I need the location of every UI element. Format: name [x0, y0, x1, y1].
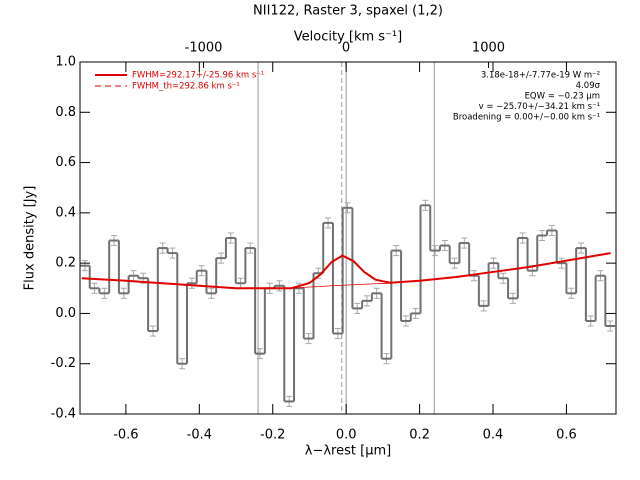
legend-label: FWHM_th=292.86 km s⁻¹ [132, 82, 240, 92]
x-tick-label: -0.4 [187, 428, 212, 443]
x2-axis-label: Velocity [km s⁻¹] [294, 30, 402, 45]
x-axis-label: λ−λrest [µm] [305, 444, 391, 459]
annotation: v = −25.70+/−34.21 km s⁻¹ [479, 102, 600, 112]
legend-label: FWHM=292.17+/-25.96 km s⁻¹ [132, 71, 264, 81]
x-tick-label: 0.4 [483, 428, 504, 443]
annotation: EQW = −0.23 µm [525, 92, 600, 102]
annotation: 3.18e-18+/-7.77e-19 W m⁻² [481, 71, 600, 81]
y-tick-label: 0.4 [55, 205, 76, 220]
x-tick-label: -0.6 [113, 428, 138, 443]
y-tick-label: 1.0 [55, 55, 76, 70]
annotation: Broadening = 0.00+/−0.00 km s⁻¹ [453, 113, 600, 123]
y-tick-label: 0.8 [55, 105, 76, 120]
plot-frame [79, 61, 617, 415]
fit-line [81, 252, 611, 290]
x-tick-label: 0.6 [556, 428, 577, 443]
y-tick-label: -0.4 [51, 407, 76, 422]
annotation: 4.09σ [576, 81, 601, 91]
x2-tick-label: -1000 [185, 41, 223, 56]
x2-tick-label: 0 [342, 41, 350, 56]
y-tick-label: -0.2 [51, 356, 76, 371]
x-tick-label: -0.2 [260, 428, 285, 443]
x-tick-label: 0.0 [336, 428, 357, 443]
x-tick-label: 0.2 [409, 428, 430, 443]
y-tick-label: 0.2 [55, 256, 76, 271]
y-tick-label: 0.6 [55, 155, 76, 170]
y-tick-label: 0.0 [55, 306, 76, 321]
chart-title: NII122, Raster 3, spaxel (1,2) [253, 4, 443, 19]
x2-tick-label: 1000 [472, 41, 505, 56]
y-axis-label: Flux density [Jy] [23, 186, 38, 291]
